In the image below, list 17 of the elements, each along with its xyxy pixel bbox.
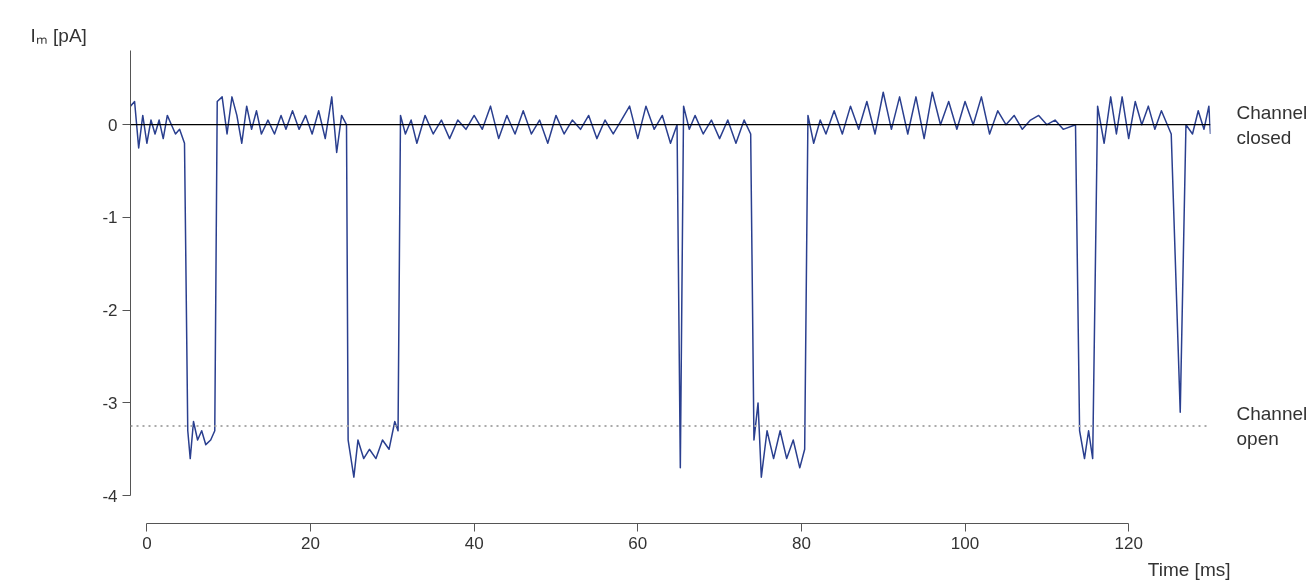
x-tick-label: 120	[1114, 533, 1143, 553]
x-tick-label: 20	[301, 533, 320, 553]
x-tick-label: 80	[791, 533, 811, 553]
y-tick-label: -4	[102, 486, 118, 506]
y-tick-label: -1	[102, 208, 118, 228]
ref-line-label: Channel closed	[1236, 101, 1308, 148]
x-tick-label: 0	[142, 533, 152, 553]
ref-line-label: Channel open	[1236, 403, 1308, 450]
y-tick-label: 0	[108, 115, 118, 135]
line-series	[130, 91, 1211, 478]
y-tick-label: -3	[102, 393, 118, 413]
y-axis-title: Iₘ [pA]	[30, 24, 87, 46]
x-tick-label: 40	[464, 533, 484, 553]
x-axis-title: Time [ms]	[1147, 558, 1231, 580]
y-tick-label: -2	[102, 301, 118, 321]
x-tick-label: 60	[628, 533, 648, 553]
x-tick-label: 100	[950, 533, 980, 553]
